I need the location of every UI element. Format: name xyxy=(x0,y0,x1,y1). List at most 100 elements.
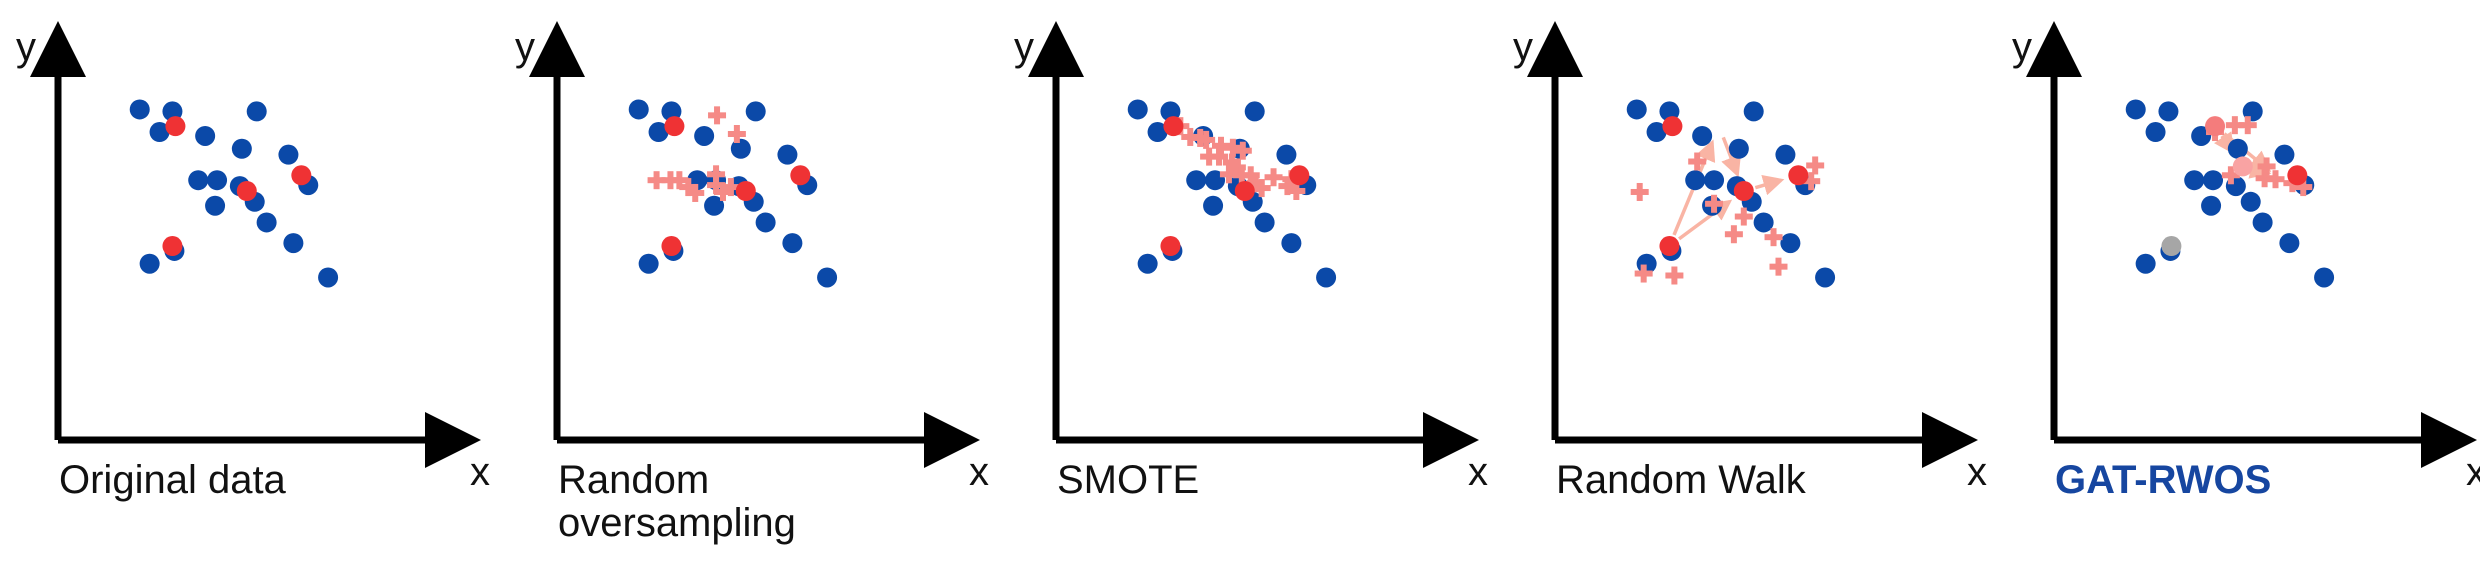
panel-original: y x Original data xyxy=(16,21,490,502)
synthetic-point xyxy=(721,178,740,197)
majority-point xyxy=(2274,144,2295,165)
majority-point xyxy=(777,144,798,165)
y-axis-label: y xyxy=(1014,25,1034,69)
panel-caption: SMOTE xyxy=(1057,458,1199,502)
majority-point xyxy=(2203,170,2224,191)
majority-point xyxy=(256,212,277,233)
majority-point xyxy=(231,138,252,159)
synthetic-point xyxy=(1769,257,1788,276)
synthetic-point xyxy=(1630,182,1649,201)
majority-point xyxy=(638,253,659,274)
walk-arrow xyxy=(1721,136,1741,178)
synthetic-point xyxy=(713,182,732,201)
synthetic-point xyxy=(707,176,726,195)
synthetic-point xyxy=(1705,194,1724,213)
majority-point xyxy=(1316,267,1337,288)
majority-point xyxy=(2135,253,2156,274)
synthetic-point xyxy=(1241,166,1260,185)
majority-point xyxy=(2314,267,2335,288)
x-axis-label: x xyxy=(470,450,490,494)
majority-point xyxy=(704,195,725,216)
majority-point xyxy=(278,144,299,165)
majority-point xyxy=(2184,170,2205,191)
minority-point xyxy=(664,116,685,137)
majority-point xyxy=(1203,195,1224,216)
majority-point xyxy=(1753,212,1774,233)
minority-point xyxy=(1234,181,1255,201)
majority-point xyxy=(1780,233,1801,254)
synthetic-point xyxy=(1227,158,1246,177)
synthetic-point xyxy=(2225,116,2244,135)
synthetic-point xyxy=(2255,169,2274,188)
majority-point xyxy=(2252,212,2273,233)
synthetic-point xyxy=(2294,178,2313,197)
majority-point xyxy=(1775,144,1796,165)
synthetic-point xyxy=(1197,130,1216,149)
minority-point xyxy=(1733,181,1754,201)
walk-arrow xyxy=(1754,175,1785,196)
majority-point xyxy=(1815,267,1836,288)
synthetic-point xyxy=(686,183,705,202)
majority-point xyxy=(2125,99,2146,120)
synthetic-point xyxy=(1200,147,1219,166)
majority-point xyxy=(1692,125,1713,146)
minority-point xyxy=(1289,165,1310,186)
y-axis-label: y xyxy=(1513,25,1533,69)
minority-point xyxy=(661,236,682,257)
majority-point xyxy=(1281,233,1302,254)
majority-point xyxy=(1147,122,1168,143)
majority-point xyxy=(188,170,209,191)
majority-point xyxy=(1254,212,1275,233)
y-axis-label: y xyxy=(2012,25,2032,69)
panel-caption: Random xyxy=(558,458,709,502)
majority-point xyxy=(1704,170,1725,191)
majority-point xyxy=(1127,99,1148,120)
panel-caption: Original data xyxy=(59,458,287,502)
majority-point xyxy=(2201,195,2222,216)
majority-point xyxy=(283,233,304,254)
majority-point xyxy=(730,138,751,159)
panel-caption: oversampling xyxy=(558,501,796,545)
y-axis-label: y xyxy=(16,25,36,69)
synthetic-point xyxy=(1219,165,1238,184)
majority-point xyxy=(149,122,170,143)
minority-point xyxy=(1662,116,1683,137)
synthetic-point xyxy=(1210,147,1229,166)
synthetic-point xyxy=(1734,207,1753,226)
x-axis-label: x xyxy=(2466,450,2480,494)
majority-point xyxy=(207,170,228,191)
panel-random-walk: y x Random Walk xyxy=(1513,21,1987,502)
majority-point xyxy=(745,101,766,122)
synthetic-point xyxy=(1724,225,1743,244)
panel-gat-rwos: y x GAT-RWOS xyxy=(2012,21,2480,502)
majority-point xyxy=(817,267,838,288)
majority-point xyxy=(1743,101,1764,122)
synthetic-point xyxy=(1688,152,1707,171)
majority-point xyxy=(628,99,649,120)
minority-point xyxy=(1163,116,1184,137)
majority-point xyxy=(1276,144,1297,165)
synthetic-point xyxy=(679,178,698,197)
majority-point xyxy=(318,267,339,288)
synthetic-point xyxy=(1222,153,1241,172)
x-axis-label: x xyxy=(1967,450,1987,494)
synthetic-point xyxy=(1264,168,1283,187)
majority-point xyxy=(782,233,803,254)
majority-point xyxy=(1728,138,1749,159)
majority-point xyxy=(139,253,160,274)
gat-excluded-point xyxy=(2161,236,2182,257)
panel-caption: GAT-RWOS xyxy=(2055,458,2271,502)
majority-point xyxy=(648,122,669,143)
synthetic-point xyxy=(670,171,689,190)
synthetic-point xyxy=(1806,156,1825,175)
synthetic-point xyxy=(2257,157,2276,176)
synthetic-point xyxy=(647,171,666,190)
x-axis-label: x xyxy=(1468,450,1488,494)
synthetic-point xyxy=(1252,179,1271,198)
majority-point xyxy=(205,195,226,216)
majority-point xyxy=(2145,122,2166,143)
minority-point xyxy=(735,181,756,201)
